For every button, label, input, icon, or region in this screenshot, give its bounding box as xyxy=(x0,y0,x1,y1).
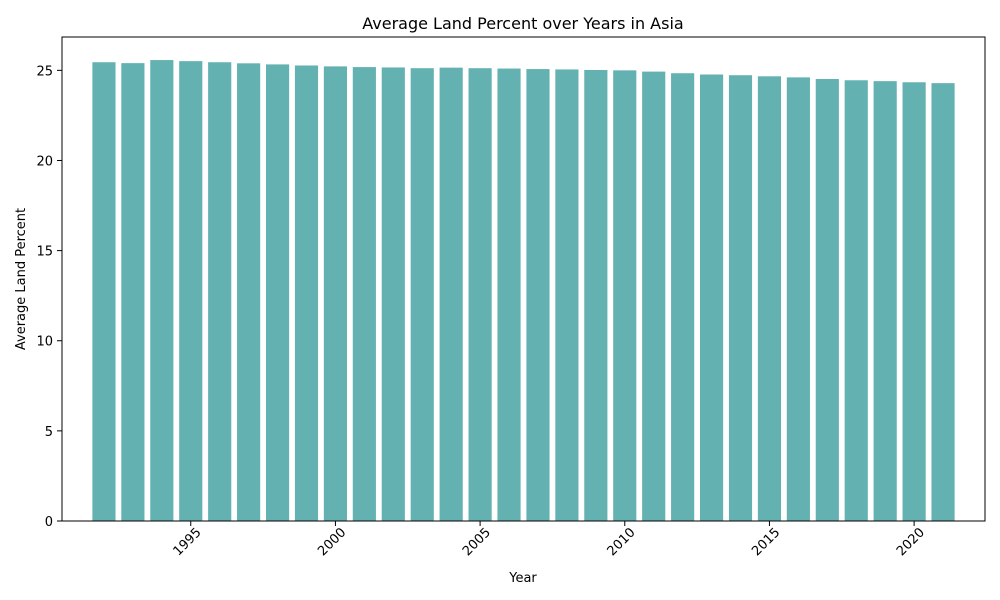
bar-2020 xyxy=(902,82,926,521)
bar-1995 xyxy=(179,61,203,522)
bar-1996 xyxy=(208,62,232,522)
bars-group xyxy=(92,60,955,522)
bar-1997 xyxy=(237,63,261,521)
bar-1994 xyxy=(150,60,174,521)
bar-2003 xyxy=(410,68,434,521)
bar-2000 xyxy=(323,66,347,521)
bar-2006 xyxy=(497,68,521,522)
bar-2016 xyxy=(786,77,810,521)
x-axis-ticks: 1995 2000 2005 2010 2015 2020 xyxy=(171,521,928,559)
x-tick-label: 2010 xyxy=(605,525,639,559)
plot-frame xyxy=(61,36,986,522)
y-tick-label: 10 xyxy=(36,335,53,350)
bar-1998 xyxy=(265,64,290,522)
x-tick-label: 2000 xyxy=(315,525,349,559)
bar-1999 xyxy=(294,65,319,521)
bar-2007 xyxy=(526,69,550,521)
chart-title: Average Land Percent over Years in Asia xyxy=(362,14,683,33)
x-tick-label: 2020 xyxy=(894,525,928,559)
x-tick-label: 1995 xyxy=(171,525,205,559)
bar-2013 xyxy=(700,74,724,522)
bar-2005 xyxy=(468,68,492,521)
y-tick-label: 5 xyxy=(45,425,53,440)
bar-2012 xyxy=(671,73,695,521)
y-tick-label: 0 xyxy=(45,515,53,530)
bar-2019 xyxy=(873,81,897,521)
bar-2001 xyxy=(352,67,376,521)
bar-2017 xyxy=(815,79,839,521)
bar-2010 xyxy=(613,70,637,521)
x-tick-label: 2005 xyxy=(460,525,494,559)
x-axis-title: Year xyxy=(508,571,537,586)
y-tick-label: 20 xyxy=(36,154,53,169)
bar-2015 xyxy=(757,76,782,522)
bar-2004 xyxy=(439,67,463,521)
bar-1992 xyxy=(92,62,116,522)
y-axis-title: Average Land Percent xyxy=(14,208,29,350)
bar-2009 xyxy=(584,69,608,522)
bar-1993 xyxy=(121,63,145,521)
bar-2018 xyxy=(844,80,868,521)
bar-2014 xyxy=(728,75,753,521)
bar-2008 xyxy=(555,69,579,521)
y-tick-label: 25 xyxy=(36,64,53,79)
bar-2011 xyxy=(642,71,666,522)
y-axis-ticks: 0 5 10 15 20 25 xyxy=(36,64,62,530)
bar-2021 xyxy=(931,83,955,522)
x-tick-label: 2015 xyxy=(749,525,783,559)
bar-2002 xyxy=(381,67,405,522)
y-tick-label: 15 xyxy=(36,245,53,260)
